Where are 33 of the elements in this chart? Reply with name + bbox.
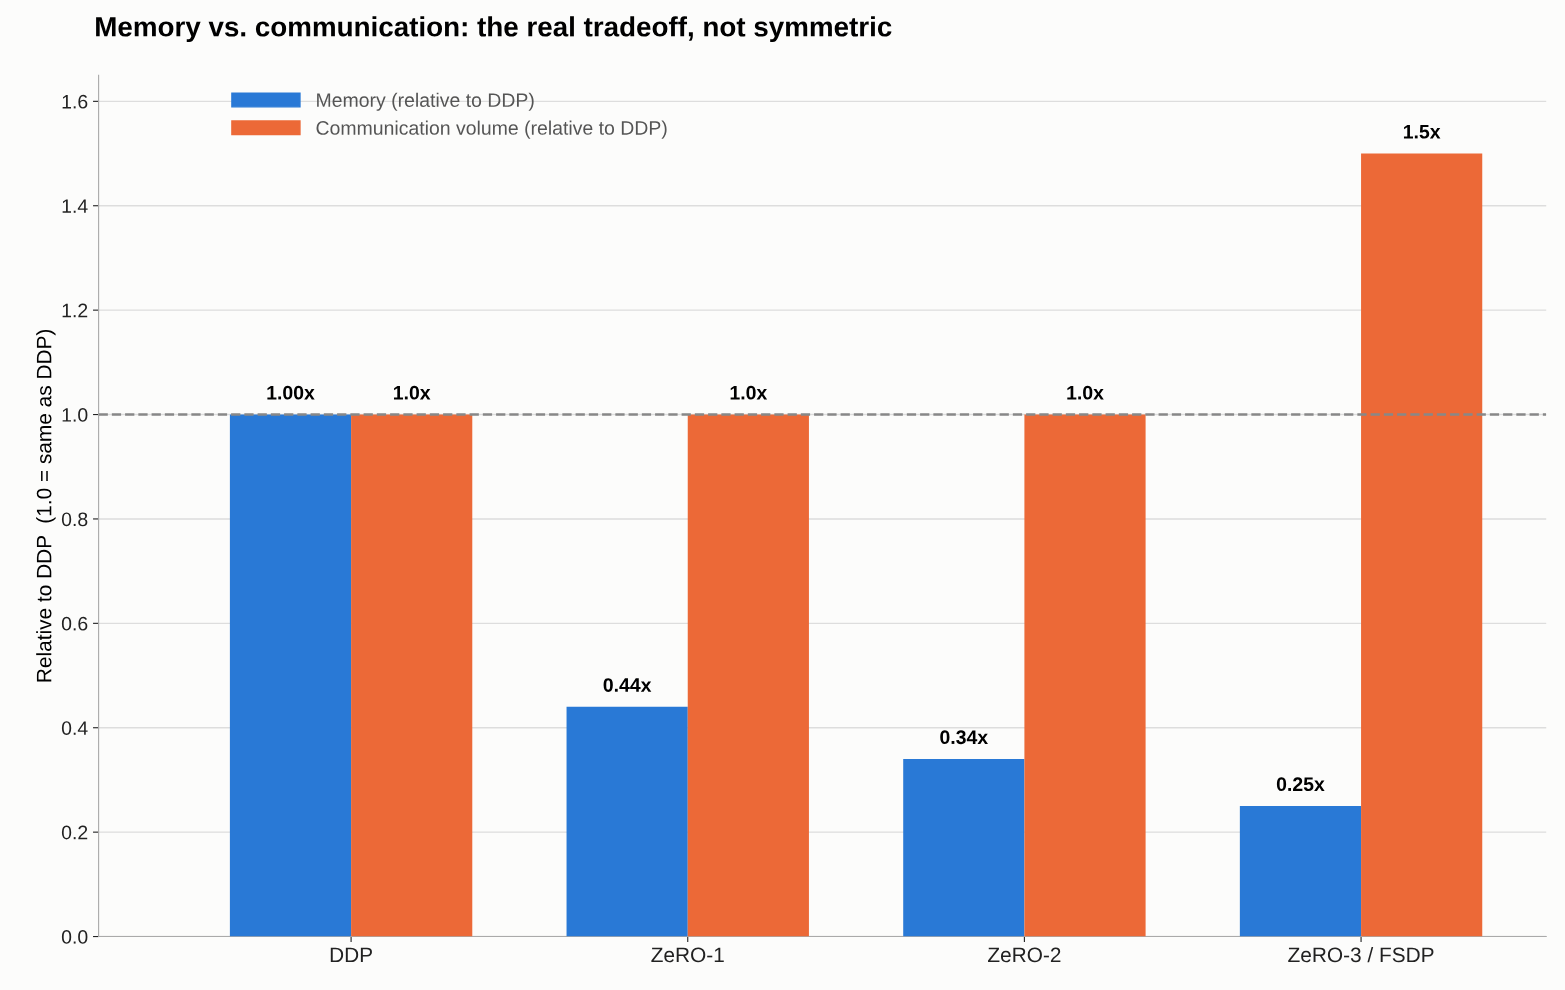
x-tick-label: ZeRO-2 [988,947,1061,963]
y-tick-label: 1.6 [62,94,88,109]
legend-label: Memory (relative to DDP) [317,92,534,111]
y-tick-label: 0.0 [61,930,88,944]
data-label: 1.0x [393,385,431,400]
y-tick-label: 0.8 [61,512,88,527]
chart-title: Memory vs. communication: the real tradeoff, not symmetric [96,16,892,43]
bar [687,414,809,937]
x-tick-label: ZeRO-3 / FSDP [1288,946,1434,963]
y-tick-label: 1.2 [62,303,88,318]
y-tick-label: 1.0 [62,408,88,422]
bar [229,414,352,937]
data-label: 0.34x [940,730,988,745]
bar [903,759,1025,937]
y-tick-label: 0.4 [61,721,88,735]
y-tick-label: 0.2 [61,825,88,840]
bar [1239,806,1362,937]
y-tick-label: 1.4 [62,199,88,213]
data-label: 1.00x [267,385,315,400]
data-label: 0.44x [603,678,652,692]
bar [351,414,473,937]
data-label: 1.0x [1067,385,1104,400]
y-axis-title: Relative to DDP (1.0 = same as DDP) [36,329,56,682]
x-tick-label: DDP [330,947,372,963]
legend-label: Communication volume (relative to DDP) [316,120,667,139]
x-tick-label: ZeRO-1 [651,947,724,963]
data-label: 0.25x [1276,777,1325,792]
data-label: 1.0x [730,385,768,400]
bar [1361,153,1483,937]
bar [1024,414,1146,937]
bar [566,706,688,937]
y-tick-label: 0.6 [61,616,88,631]
data-label: 1.5x [1403,125,1441,139]
